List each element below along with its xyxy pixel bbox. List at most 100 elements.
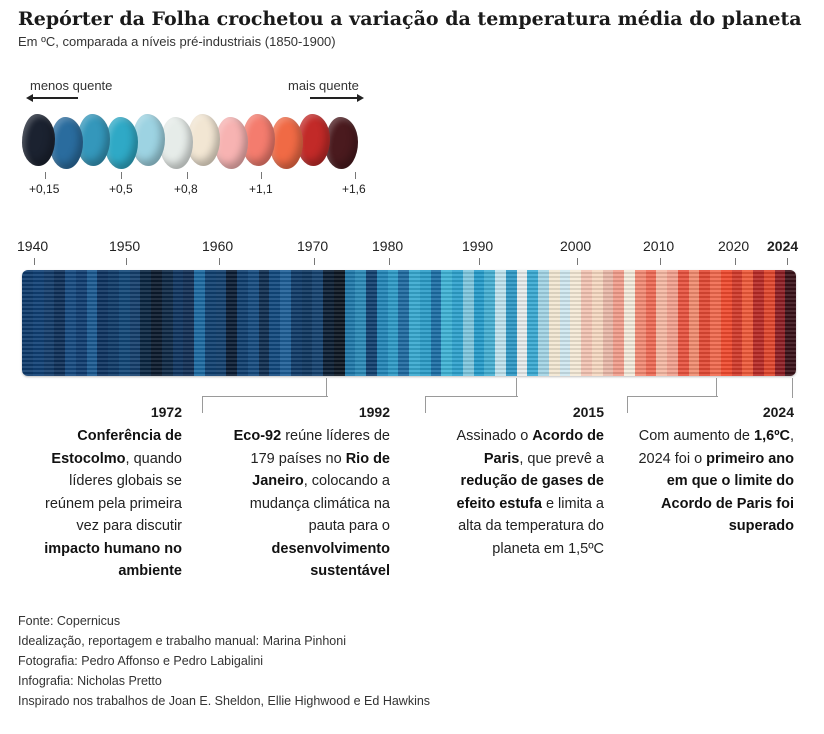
year-stripe	[344, 270, 356, 376]
event-description: Conferência de Estocolmo, quando líderes…	[30, 425, 182, 583]
year-label: 1950	[109, 238, 141, 254]
yarn-ball	[159, 117, 193, 169]
year-stripe	[32, 270, 45, 376]
yarn-ball	[187, 114, 220, 166]
event-year: 2015	[572, 404, 604, 420]
legend-tick	[187, 172, 188, 179]
connector-1972-stem	[326, 378, 328, 397]
year-stripe	[624, 270, 636, 376]
year-stripe	[97, 270, 109, 376]
year-stripe	[269, 270, 281, 376]
yarn-ball	[214, 117, 248, 169]
yarn-color-legend	[22, 114, 372, 172]
year-stripe	[247, 270, 260, 376]
year-stripe	[280, 270, 292, 376]
year-stripe	[634, 270, 647, 376]
year-stripe	[258, 270, 270, 376]
event-highlight: primeiro ano em que o limite do Acordo d…	[661, 450, 794, 535]
year-stripe	[559, 270, 571, 376]
connector-1992-stem	[516, 378, 518, 397]
event-year: 2024	[762, 404, 794, 420]
year-label: 1990	[462, 238, 494, 254]
footer-credit: Idealização, reportagem e trabalho manua…	[18, 634, 346, 648]
year-stripe	[495, 270, 507, 376]
event-year: 1972	[150, 404, 182, 420]
event-highlight: desenvolvimento sustentável	[271, 540, 390, 580]
year-stripe	[581, 270, 593, 376]
year-stripe	[473, 270, 485, 376]
year-stripe	[172, 270, 184, 376]
event-description: Com aumento de 1,6ºC, 2024 foi o primeir…	[626, 425, 794, 538]
year-stripe	[161, 270, 174, 376]
year-stripe	[785, 270, 796, 376]
year-stripe	[731, 270, 743, 376]
year-stripe	[538, 270, 550, 376]
year-stripe	[312, 270, 324, 376]
footer-credit: Inspirado nos trabalhos de Joan E. Sheld…	[18, 694, 431, 708]
yarn-ball	[77, 114, 110, 166]
year-stripe	[452, 270, 464, 376]
less-warm-label: menos quente	[30, 78, 113, 93]
year-label: 1940	[17, 238, 49, 254]
legend-tick	[45, 172, 46, 179]
year-stripe	[430, 270, 442, 376]
year-tick	[34, 258, 35, 265]
year-tick	[314, 258, 315, 265]
year-stripe	[194, 270, 206, 376]
less-warm-arrow	[26, 93, 78, 103]
year-tick	[787, 258, 788, 265]
year-stripe	[333, 270, 346, 376]
yarn-ball	[49, 117, 83, 169]
year-label: 1980	[372, 238, 404, 254]
year-tick	[126, 258, 127, 265]
event-text: reúne líderes de 179 países no	[250, 428, 390, 467]
event-highlight: 1,6ºC	[754, 428, 790, 444]
year-stripe	[409, 270, 421, 376]
year-stripe	[398, 270, 410, 376]
crochet-warming-stripes	[22, 270, 796, 376]
yarn-ball	[22, 114, 55, 166]
year-stripe	[505, 270, 518, 376]
year-stripe	[237, 270, 249, 376]
year-stripe	[54, 270, 66, 376]
year-stripe	[355, 270, 367, 376]
year-stripe	[419, 270, 432, 376]
year-stripe	[215, 270, 227, 376]
year-stripe	[516, 270, 528, 376]
year-stripe	[656, 270, 668, 376]
year-tick	[219, 258, 220, 265]
event-text: , quando líderes globais se reúnem pela …	[44, 450, 182, 535]
event-text: , 2024 foi o	[638, 428, 794, 467]
legend-tick	[121, 172, 122, 179]
year-label: 2010	[643, 238, 675, 254]
event-description: Assinado o Acordo de Paris, que prevê a …	[432, 425, 604, 560]
year-stripe	[591, 270, 604, 376]
year-stripe	[462, 270, 475, 376]
year-stripe	[140, 270, 152, 376]
event-text: Com aumento de	[638, 428, 755, 444]
connector-1992	[425, 396, 518, 413]
year-stripe	[108, 270, 120, 376]
footer-source: Fonte: Copernicus	[18, 614, 121, 628]
year-stripe	[677, 270, 690, 376]
year-stripe	[376, 270, 389, 376]
legend-tick-label: +0,5	[109, 182, 133, 196]
more-warm-arrow	[310, 93, 364, 103]
year-stripe	[75, 270, 88, 376]
event-year: 1992	[358, 404, 390, 420]
year-label: 1970	[297, 238, 329, 254]
year-stripe	[774, 270, 786, 376]
yarn-ball	[132, 114, 165, 166]
year-stripe	[763, 270, 776, 376]
subtitle: Em ºC, comparada a níveis pré-industriai…	[18, 34, 336, 49]
year-tick	[660, 258, 661, 265]
legend-tick-label: +0,8	[174, 182, 198, 196]
event-description: Eco-92 reúne líderes de 179 países no Ri…	[218, 425, 390, 583]
legend-tick	[355, 172, 356, 179]
year-stripe	[602, 270, 614, 376]
year-stripe	[22, 270, 34, 376]
year-stripe	[688, 270, 700, 376]
year-tick	[479, 258, 480, 265]
event-highlight: Acordo de Paris	[483, 428, 604, 467]
more-warm-label: mais quente	[288, 78, 359, 93]
